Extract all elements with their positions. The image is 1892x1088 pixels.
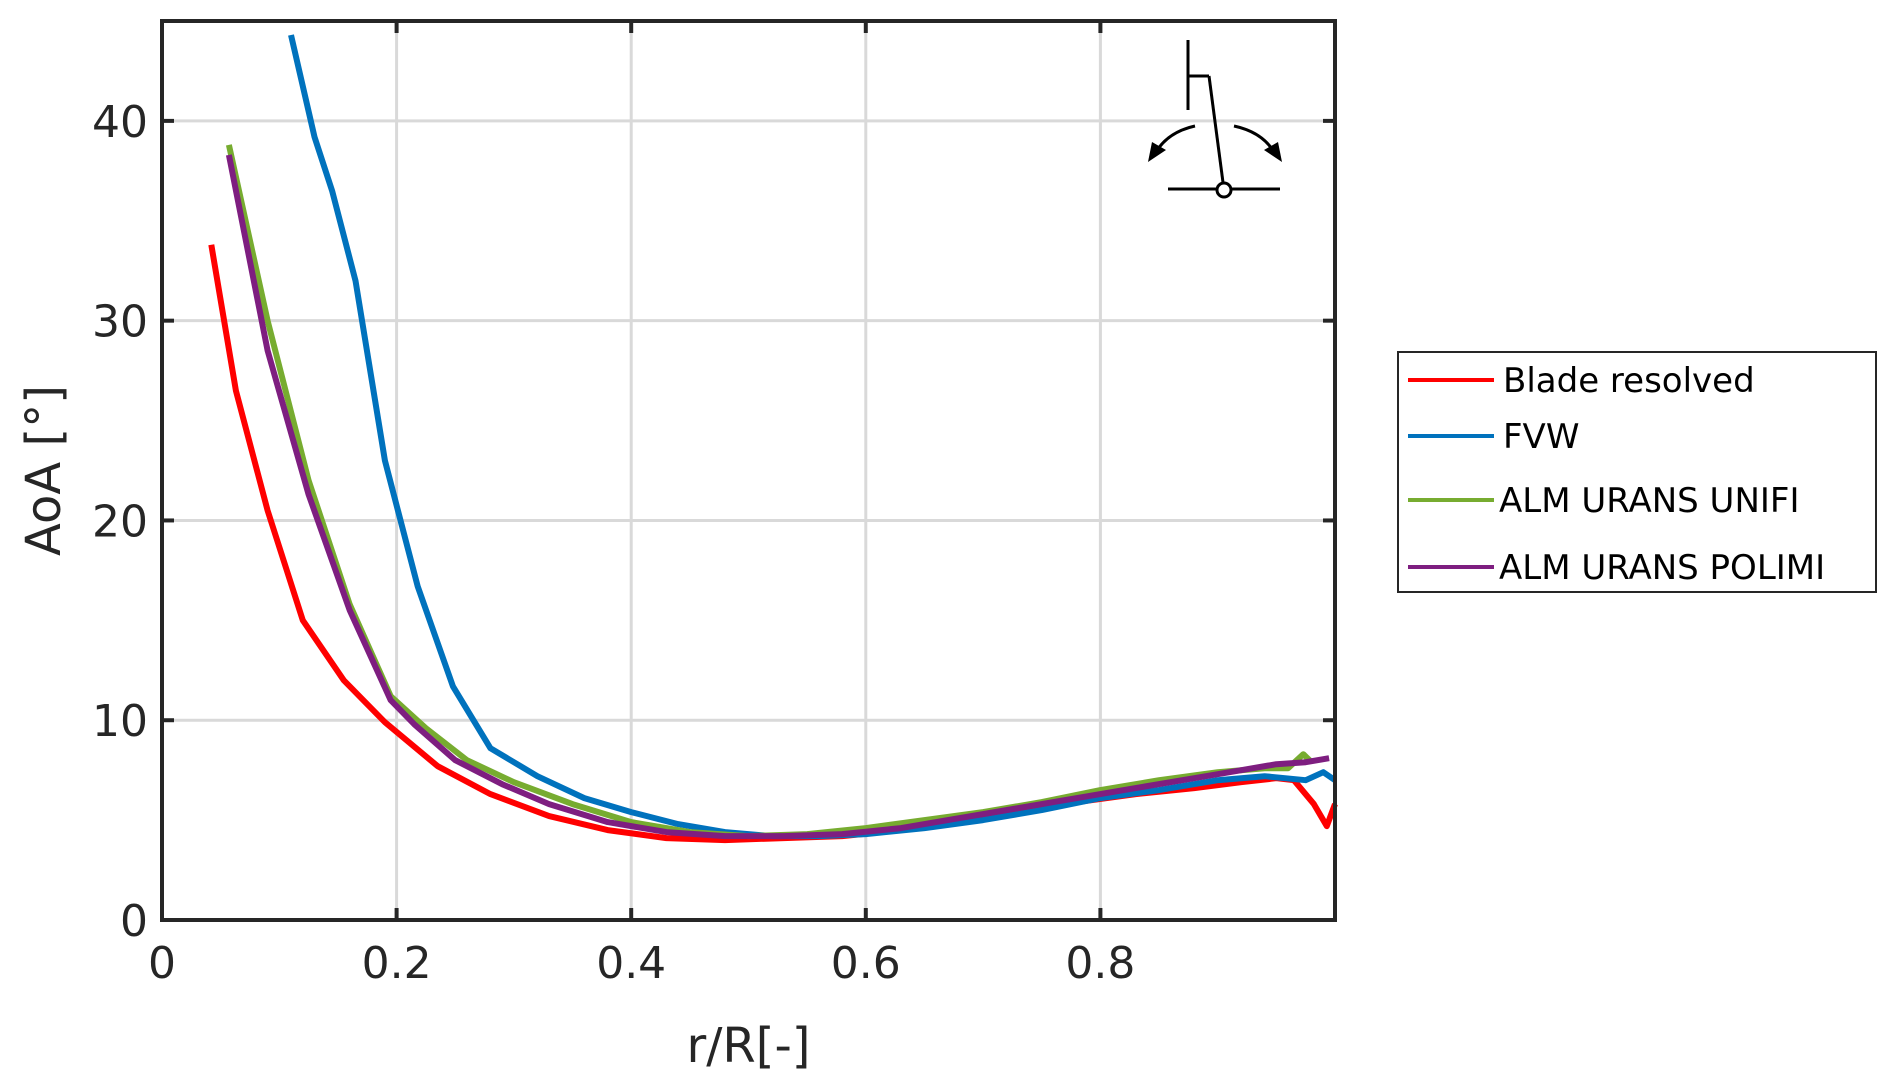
legend: Blade resolved FVW ALM URANS UNIFI ALM U… — [1397, 351, 1877, 593]
legend-box — [1397, 351, 1877, 593]
x-axis-label: r/R[-] — [686, 1018, 810, 1074]
y-axis-label: AoA [°] — [16, 385, 72, 556]
x-tick-label: 0 — [148, 938, 176, 989]
legend-label: Blade resolved — [1503, 361, 1755, 401]
y-tick-label: 10 — [92, 696, 148, 747]
y-tick-label: 30 — [92, 297, 148, 348]
y-tick-label: 40 — [92, 97, 148, 148]
x-tick-label: 0.6 — [831, 938, 901, 989]
legend-label: ALM URANS UNIFI — [1499, 481, 1800, 521]
legend-entry: ALM URANS UNIFI — [1408, 481, 1800, 521]
legend-label: ALM URANS POLIMI — [1499, 548, 1825, 588]
x-tick-label: 0.2 — [362, 938, 432, 989]
legend-label: FVW — [1503, 417, 1579, 457]
plot-frame — [160, 19, 1337, 922]
y-tick-label: 0 — [120, 896, 148, 947]
rotor-schematic-icon — [1148, 40, 1282, 199]
series-line — [225, 154, 1330, 840]
x-tick-label: 0.8 — [1065, 938, 1135, 989]
x-tick-label: 0.4 — [596, 938, 666, 989]
y-tick-label: 20 — [92, 496, 148, 547]
axis-ticks — [160, 21, 1335, 922]
legend-entry: Blade resolved — [1408, 361, 1755, 401]
legend-entry: FVW — [1408, 417, 1579, 457]
tick-labels: 0 0.2 0.4 0.6 0.8 0 10 20 30 40 — [92, 97, 1135, 989]
series-lines — [208, 34, 1338, 844]
grid — [162, 21, 1335, 920]
legend-entry: ALM URANS POLIMI — [1408, 548, 1825, 588]
